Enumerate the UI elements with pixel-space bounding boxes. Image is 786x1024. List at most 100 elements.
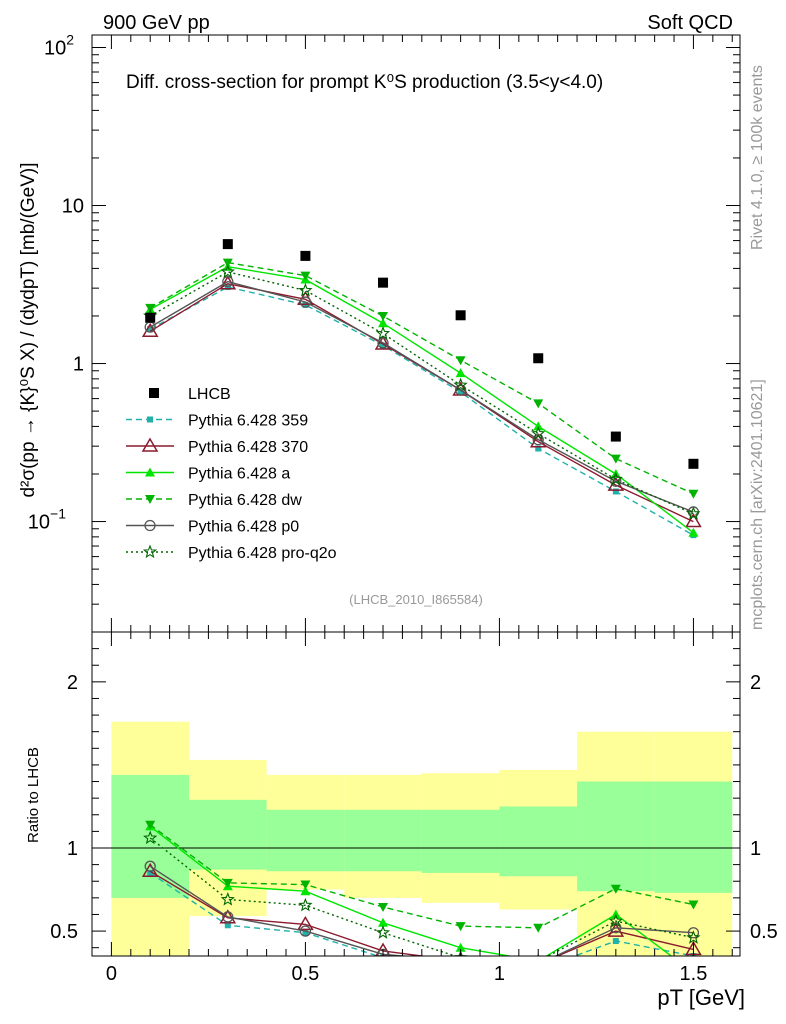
legend-label-4: Pythia 6.428 p0: [188, 519, 299, 536]
series-0-point-4: [457, 389, 464, 396]
series-3-point-7: [688, 489, 699, 499]
ratio-4-point-7: [687, 927, 700, 939]
ratio-0-point-4: [458, 956, 464, 962]
legend-marker-3: [145, 495, 155, 504]
band-stat-1: [189, 799, 267, 870]
main-frame: [91, 34, 741, 633]
series-4-point-2: [299, 296, 312, 308]
data-point-1: [222, 239, 233, 250]
ratio-line-2: [149, 825, 673, 956]
legend-label-0: Pythia 6.428 359: [188, 413, 308, 430]
data-point-6: [610, 431, 621, 442]
series-0-point-3: [380, 342, 387, 349]
ratio-1-point-5: [538, 955, 539, 956]
series-0-point-5: [535, 445, 542, 452]
analysis-label: (LHCB_2010_I865584): [349, 592, 483, 607]
band-stat-2: [266, 809, 345, 872]
ratio-5-point-7: [686, 930, 701, 944]
ratio-3-point-3: [378, 902, 389, 912]
mcplots-label: mcplots.cern.ch [arXiv:2401.10621]: [749, 379, 766, 630]
x-tick-label: 0.5: [292, 963, 320, 985]
ratio-4-point-6: [610, 922, 622, 934]
ratio-panel: 0 0.5 1 1.5 0.5 0.5 1 1 2 2 Ratio to LHCB: [25, 631, 778, 985]
ratio-3-point-1: [222, 878, 233, 888]
ratio-tick-label-right: 0.5: [750, 921, 778, 943]
series-3-point-5: [533, 399, 544, 409]
series-1-point-3: [374, 335, 392, 350]
ratio-5-point-2: [298, 897, 313, 912]
series-3-point-1: [222, 258, 233, 268]
main-panel: 10−1 1 10 102 Diff. cross-section for promp…: [18, 32, 741, 633]
series-1-point-7: [685, 513, 702, 528]
ratio-4-point-1: [222, 911, 234, 923]
ratio-1-point-2: [297, 915, 314, 931]
legend-label-data: LHCB: [188, 386, 231, 403]
header-left: 900 GeV pp: [103, 12, 210, 34]
y-tick-label: 102: [44, 32, 74, 60]
series-0-point-0: [147, 326, 154, 333]
series-5-point-4: [453, 377, 468, 392]
data-point-5: [533, 353, 544, 364]
data-point-4: [455, 310, 466, 321]
ratio-5-point-5: [537, 953, 540, 956]
series-3-point-0: [145, 303, 156, 313]
ratio-tick-label: 2: [67, 672, 78, 694]
series-5-point-6: [608, 471, 623, 486]
ratio-frame: [91, 631, 741, 957]
band-stat-7: [654, 781, 733, 893]
x-tick-label: 0: [106, 963, 117, 985]
y-tick-label: 10: [62, 196, 84, 218]
series-4-point-6: [610, 475, 622, 487]
ratio-5-point-6: [608, 913, 623, 928]
legend-label-5: Pythia 6.428 pro-q2o: [188, 545, 337, 562]
ratio-y-label: Ratio to LHCB: [25, 747, 42, 843]
legend-marker-5: [142, 544, 158, 559]
series-5-point-7: [686, 506, 701, 520]
ratio-3-point-0: [145, 820, 156, 830]
band-stat-5: [499, 806, 578, 877]
data-point-2: [300, 250, 311, 261]
legend-marker-4: [144, 519, 156, 532]
ratio-3-point-7: [688, 900, 699, 910]
ratio-0-point-1: [224, 922, 231, 929]
ratio-line-5: [149, 837, 694, 956]
series-5-point-2: [298, 282, 313, 297]
ratio-0-point-0: [147, 869, 154, 876]
ratio-3-point-2: [300, 880, 311, 890]
ratio-4-point-0: [144, 860, 156, 872]
legend-label-1: Pythia 6.428 370: [188, 439, 308, 456]
series-line-2: [149, 265, 694, 534]
series-4-point-1: [222, 275, 234, 288]
series-5-point-3: [375, 325, 391, 340]
ratio-5-point-3: [375, 925, 391, 939]
ratio-5-point-1: [220, 891, 235, 906]
ratio-tick-label-right: 2: [750, 672, 761, 694]
ratio-2-point-5: [538, 955, 539, 956]
legend: LHCB Pythia 6.428 359 Pythia 6.428 370 Pyth…: [126, 386, 337, 562]
series-line-0: [149, 286, 694, 536]
ratio-3-point-4: [455, 922, 466, 932]
ratio-4-point-2: [299, 925, 312, 937]
x-axis-label: pT [GeV]: [657, 985, 745, 1010]
series-4-point-5: [532, 433, 544, 446]
series-2-point-5: [533, 421, 544, 431]
legend-marker-data: [149, 388, 159, 398]
legend-label-3: Pythia 6.428 dw: [188, 492, 302, 509]
series-3-point-4: [455, 356, 466, 366]
ratio-4-point-5: [533, 959, 543, 969]
series-5-point-1: [220, 264, 235, 279]
data-point-7: [688, 458, 699, 469]
ratio-line-4: [149, 865, 694, 956]
series-3-point-2: [300, 271, 311, 281]
series-2-point-4: [455, 368, 466, 378]
series-2-point-3: [378, 318, 389, 328]
ratio-tick-label-right: 1: [750, 838, 761, 860]
ratio-1-point-1: [219, 909, 237, 924]
x-tick-label: 1.5: [680, 963, 708, 985]
band-stat-4: [421, 809, 500, 873]
series-5-point-5: [531, 426, 546, 440]
series-line-3: [149, 261, 694, 495]
band-stat-0: [111, 774, 190, 898]
series-3-point-6: [610, 454, 621, 464]
y-tick-label: 1: [73, 354, 84, 376]
